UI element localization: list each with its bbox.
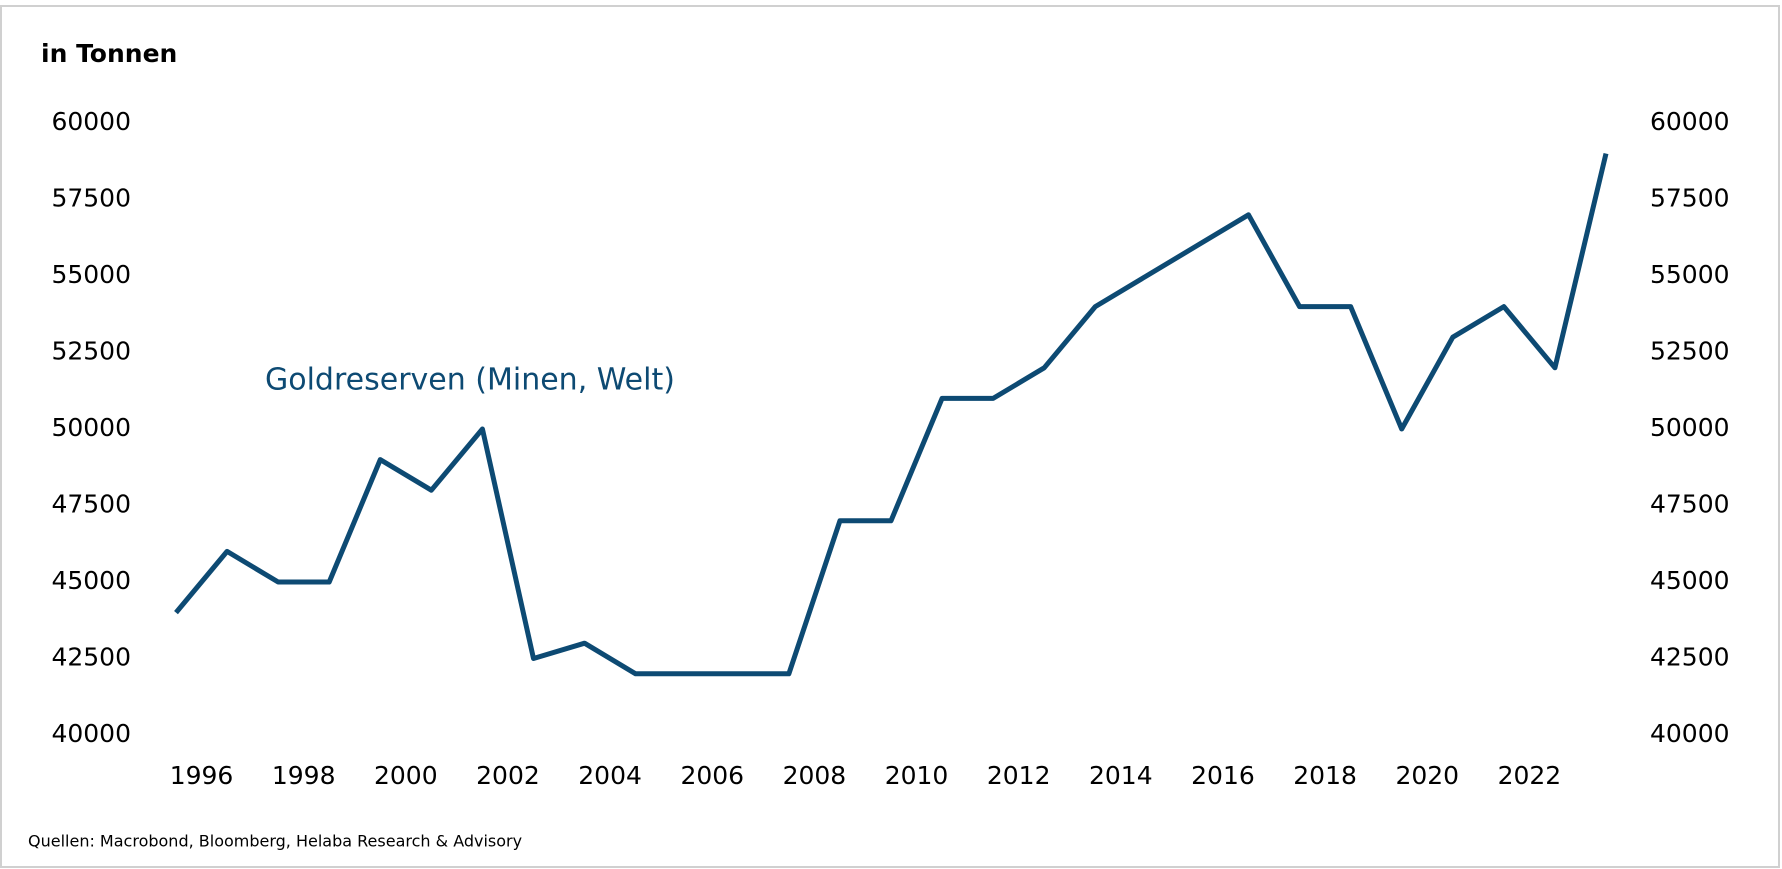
source: Quellen: Macrobond, Bloomberg, Helaba Re… (28, 832, 522, 851)
x-tick-label: 2008 (783, 761, 847, 790)
x-tick-label: 2012 (987, 761, 1051, 790)
x-tick-label: 1996 (170, 761, 234, 790)
y-tick-label: 50000 (51, 413, 131, 442)
y-tick-label: 60000 (51, 107, 131, 136)
x-tick-label: 2002 (476, 761, 540, 790)
y-tick-label: 40000 (51, 719, 131, 748)
y-tick-label: 55000 (51, 260, 131, 289)
series-annotation: Goldreserven (Minen, Welt) (265, 363, 675, 398)
x-tick-label: 2018 (1293, 761, 1357, 790)
x-tick-label: 2000 (374, 761, 438, 790)
y2-tick-label: 50000 (1650, 413, 1730, 442)
y2-tick-label: 57500 (1650, 184, 1730, 213)
y2-tick-label: 45000 (1650, 566, 1730, 595)
y2-tick-label: 47500 (1650, 490, 1730, 519)
x-tick-label: 2022 (1498, 761, 1562, 790)
y-tick-label: 45000 (51, 566, 131, 595)
y-tick-label: 57500 (51, 184, 131, 213)
x-tick-label: 2006 (680, 761, 744, 790)
y2-tick-label: 52500 (1650, 337, 1730, 366)
y2-tick-label: 42500 (1650, 643, 1730, 672)
y2-tick-label: 40000 (1650, 719, 1730, 748)
y-axis-label: in Tonnen (41, 39, 177, 68)
x-tick-label: 2004 (578, 761, 642, 790)
x-tick-label: 2016 (1191, 761, 1255, 790)
y-tick-label: 52500 (51, 337, 131, 366)
y-tick-label: 47500 (51, 490, 131, 519)
frame (0, 5, 1780, 868)
x-tick-label: 2020 (1395, 761, 1459, 790)
y2-tick-label: 60000 (1650, 107, 1730, 136)
y2-tick-label: 55000 (1650, 260, 1730, 289)
x-tick-label: 2010 (885, 761, 949, 790)
y-tick-label: 42500 (51, 643, 131, 672)
x-tick-label: 1998 (272, 761, 336, 790)
data-line (174, 153, 1609, 677)
x-tick-label: 2014 (1089, 761, 1153, 790)
